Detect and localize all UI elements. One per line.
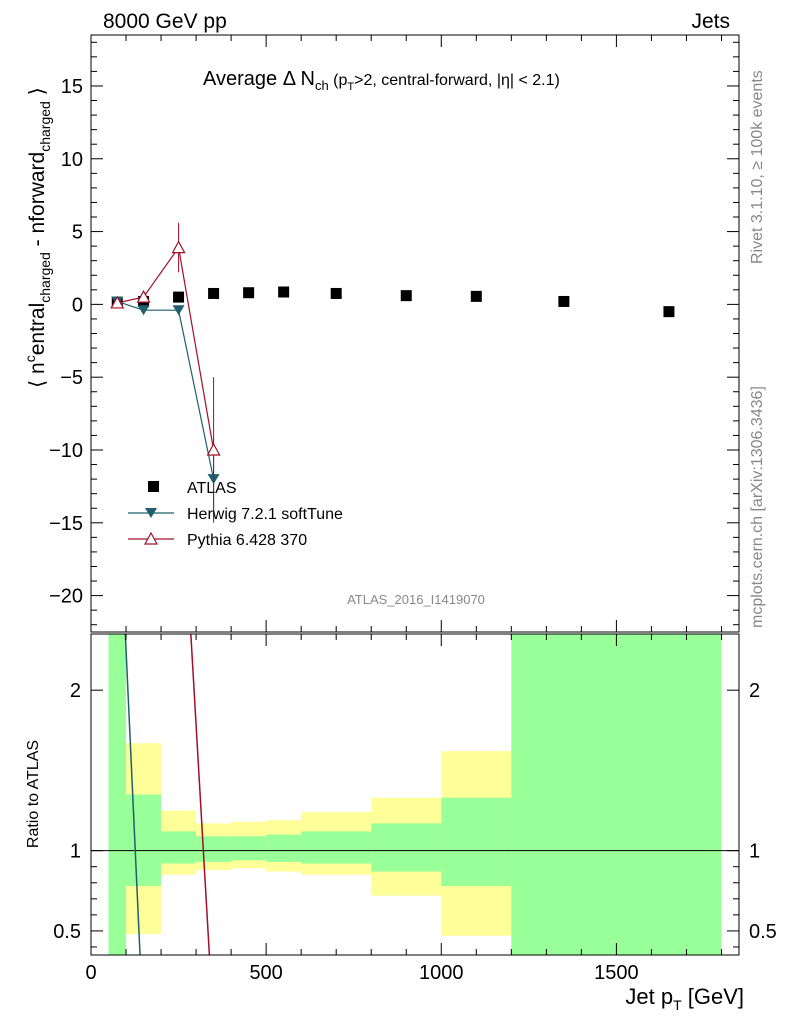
- x-tick-label: 500: [249, 962, 282, 984]
- data-point-atlas: [400, 290, 412, 302]
- data-point-atlas: [663, 306, 675, 318]
- legend-label-herwig: Herwig 7.2.1 softTune: [187, 506, 343, 523]
- ratio-band-green: [196, 836, 232, 862]
- legend-label-pythia: Pythia 6.428 370: [187, 532, 307, 549]
- ratio-band-green: [266, 834, 302, 862]
- x-tick-label: 0: [85, 962, 96, 984]
- x-axis-label: Jet pT [GeV]: [625, 984, 744, 1013]
- rivet-version-label: Rivet 3.1.10, ≥ 100k events: [749, 70, 766, 264]
- data-point-atlas: [470, 290, 482, 302]
- series-line-pythia: [117, 246, 215, 451]
- ratio-panel: 0.5 0.5 1 1 2 2 0 500 1000 1500 Ratio to ATLAS Je…: [25, 633, 777, 1013]
- main-axis-ticks: −20 −15 −10 −5 0 5 10 15: [49, 35, 739, 632]
- legend-marker-herwig: [145, 508, 157, 518]
- data-point-pythia: [171, 240, 186, 254]
- y-tick-label: 5: [72, 222, 83, 244]
- ratio-band-green: [161, 831, 197, 864]
- ratio-y-tick-label-right: 1: [749, 841, 760, 863]
- analysis-watermark: ATLAS_2016_I1419070: [347, 592, 485, 607]
- ratio-band-green: [441, 797, 512, 886]
- data-point-atlas: [278, 286, 290, 298]
- legend-marker-atlas: [148, 481, 159, 492]
- ratio-y-axis-label: Ratio to ATLAS: [25, 740, 42, 848]
- main-data-layer: [110, 222, 675, 523]
- x-tick-label: 1500: [594, 962, 639, 984]
- ratio-band-green: [126, 794, 162, 886]
- ratio-y-tick-label-right: 2: [749, 680, 760, 702]
- ratio-frame: [90, 633, 740, 956]
- header-energy-label: 8000 GeV pp: [103, 10, 227, 33]
- y-tick-label: −10: [49, 440, 83, 462]
- y-tick-label: 10: [61, 149, 83, 171]
- ratio-band-green: [301, 831, 372, 864]
- ratio-y-tick-label-left: 2: [70, 680, 81, 702]
- y-tick-label: −5: [60, 367, 83, 389]
- ratio-y-tick-label-left: 1: [70, 841, 81, 863]
- header-process-label: Jets: [691, 10, 730, 33]
- ratio-bands: [91, 634, 739, 955]
- data-point-pythia: [206, 442, 221, 456]
- data-point-atlas: [208, 287, 220, 299]
- ratio-band-green: [511, 634, 722, 955]
- ratio-band-green: [231, 836, 267, 861]
- y-tick-label: −20: [49, 586, 83, 608]
- y-tick-label: 15: [61, 76, 83, 98]
- data-point-herwig: [137, 305, 150, 316]
- ratio-line-herwig: [124, 634, 141, 955]
- y-tick-label: −15: [49, 513, 83, 535]
- ratio-band-green: [108, 634, 127, 955]
- mcplots-label: mcplots.cern.ch [arXiv:1306.3436]: [749, 386, 766, 628]
- series-line-herwig: [117, 300, 215, 480]
- data-point-pythia: [136, 289, 151, 303]
- ratio-axis-ticks: 0.5 0.5 1 1 2 2 0 500 1000 1500: [53, 634, 777, 984]
- x-tick-label: 1000: [419, 962, 464, 984]
- ratio-y-tick-label-right: 0.5: [749, 921, 777, 943]
- legend-marker-pythia: [143, 531, 159, 545]
- data-point-atlas: [243, 287, 255, 299]
- legend-label-atlas: ATLAS: [187, 480, 237, 497]
- legend: ATLAS Herwig 7.2.1 softTune Pythia 6.428…: [128, 480, 343, 549]
- data-point-atlas: [173, 291, 185, 303]
- ratio-model-lines: [124, 634, 211, 955]
- plot-title: Average Δ Nch (pT>2, central-forward, |η…: [203, 68, 560, 93]
- ratio-band-green: [371, 823, 442, 872]
- data-point-herwig: [172, 305, 185, 316]
- data-point-atlas: [558, 295, 570, 307]
- ratio-y-tick-label-left: 0.5: [53, 921, 81, 943]
- y-tick-label: 0: [72, 294, 83, 316]
- ratio-line-pythia: [190, 634, 211, 955]
- data-point-atlas: [330, 287, 342, 299]
- main-panel: −20 −15 −10 −5 0 5 10 15 Average Δ Nch (pT>2, c…: [22, 34, 740, 633]
- data-point-pythia: [110, 295, 125, 309]
- y-axis-label: ⟨ ncentralcharged - nforwardcharged ⟩: [22, 87, 53, 388]
